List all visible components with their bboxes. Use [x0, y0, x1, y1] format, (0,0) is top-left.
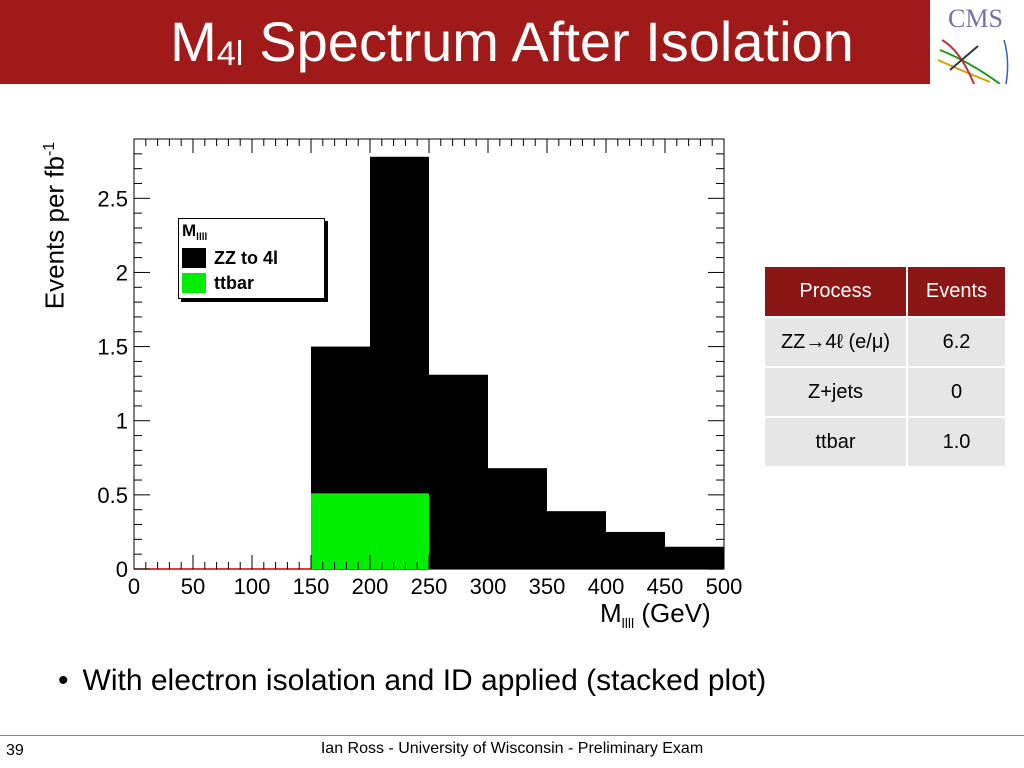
x-tick-label: 0 [128, 574, 140, 599]
bar-ttbar [311, 493, 370, 569]
x-tick-label: 350 [529, 574, 566, 599]
y-axis-label: Events per fb-1 [39, 141, 70, 310]
chart-legend: Mllll ZZ to 4l ttbar [178, 218, 325, 299]
legend-swatch-ttbar [182, 273, 206, 293]
title-subscript: 4l [216, 35, 244, 73]
bullet-dot-icon: • [58, 664, 69, 697]
bar-zz-to-4l [429, 374, 488, 569]
bar-zz-to-4l [311, 346, 370, 494]
table-cell-process: ZZ→4ℓ (e/μ) [763, 316, 908, 368]
y-tick-label: 0.5 [97, 483, 128, 508]
footer-text: Ian Ross - University of Wisconsin - Pre… [320, 740, 704, 757]
y-tick-label: 1 [116, 409, 128, 434]
y-tick-label: 2 [116, 260, 128, 285]
table-cell-process: ttbar [763, 416, 908, 468]
bar-ttbar [370, 493, 429, 569]
x-tick-label: 300 [470, 574, 507, 599]
legend-item-ttbar: ttbar [182, 272, 254, 294]
table-header-process: Process [763, 265, 908, 318]
slide-title: M4l Spectrum After Isolation [0, 8, 1024, 88]
bar-zz-to-4l [665, 546, 724, 569]
table-row: ttbar 1.0 [763, 416, 1007, 468]
title-bar [0, 0, 1024, 84]
legend-label-zz: ZZ to 4l [214, 247, 278, 268]
x-tick-label: 500 [706, 574, 743, 599]
bar-zz-to-4l [370, 156, 429, 494]
x-tick-label: 400 [588, 574, 625, 599]
footer-divider [0, 735, 1024, 736]
y-tick-label: 1.5 [97, 335, 128, 360]
x-axis-label: Mllll (GeV) [600, 598, 711, 631]
table-header-row: Process Events [763, 265, 1007, 318]
x-tick-label: 150 [293, 574, 330, 599]
x-tick-label: 50 [181, 574, 205, 599]
legend-swatch-zz [182, 248, 206, 268]
bar-zz-to-4l [488, 468, 547, 569]
table-cell-process: Z+jets [763, 366, 908, 418]
legend-item-zz: ZZ to 4l [182, 247, 278, 269]
page-number: 39 [6, 742, 24, 759]
x-tick-label: 450 [647, 574, 684, 599]
title-prefix: M [170, 10, 217, 73]
table-row: Z+jets 0 [763, 366, 1007, 418]
x-tick-label: 200 [352, 574, 389, 599]
legend-title: Mllll [182, 221, 208, 243]
table-cell-events: 6.2 [906, 316, 1007, 368]
cms-logo: CMS [930, 0, 1024, 85]
x-tick-label: 250 [411, 574, 448, 599]
table-row: ZZ→4ℓ (e/μ) 6.2 [763, 316, 1007, 368]
table-cell-events: 1.0 [906, 416, 1007, 468]
cms-logo-text: CMS [948, 4, 1003, 33]
x-tick-label: 100 [234, 574, 271, 599]
events-table: Process Events ZZ→4ℓ (e/μ) 6.2 Z+jets 0 … [763, 265, 1007, 468]
stacked-histogram: 0 50 100 150 200 250 300 350 400 450 500 0 0.5 1 1.5 2 2… [97, 138, 743, 599]
table-header-events: Events [906, 265, 1007, 318]
title-rest: Spectrum After Isolation [259, 10, 854, 73]
y-tick-label: 2.5 [97, 186, 128, 211]
bar-zz-to-4l [606, 531, 665, 569]
legend-label-ttbar: ttbar [214, 272, 254, 293]
table-cell-events: 0 [906, 366, 1007, 418]
cms-logo-graphic [937, 39, 1009, 85]
y-tick-label: 0 [116, 557, 128, 582]
bar-zz-to-4l [547, 511, 606, 569]
bullet-point: • With electron isolation and ID applied … [58, 664, 767, 697]
